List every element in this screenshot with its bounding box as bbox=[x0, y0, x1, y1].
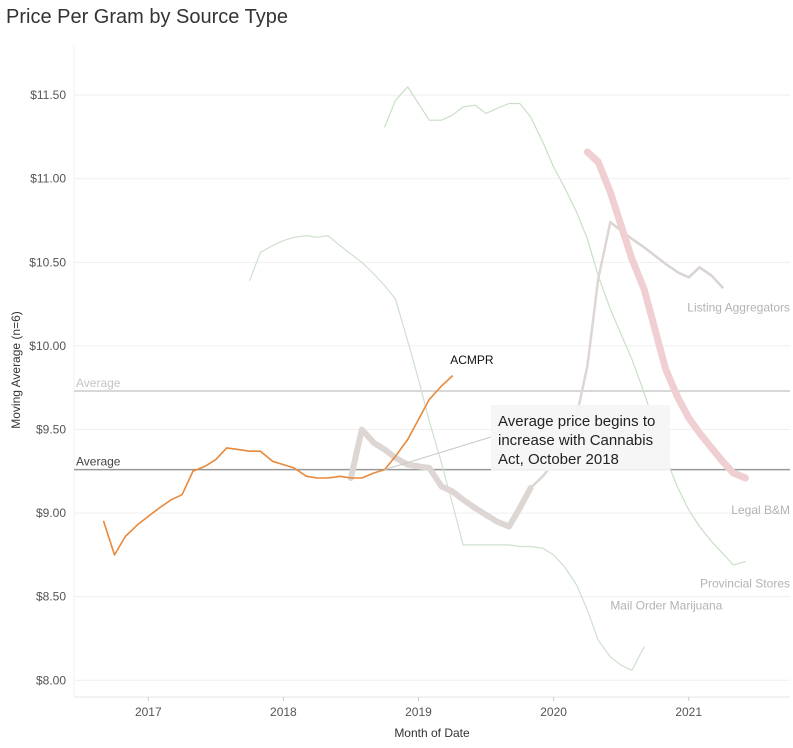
y-axis-title: Moving Average (n=6) bbox=[9, 311, 23, 429]
series-line bbox=[583, 148, 749, 482]
x-axis-title: Month of Date bbox=[394, 726, 470, 740]
series-line bbox=[102, 375, 454, 556]
y-tick-label: $9.50 bbox=[36, 423, 66, 437]
series-line bbox=[609, 220, 724, 289]
annotation-text: Act, October 2018 bbox=[498, 451, 619, 468]
annotation-pointer bbox=[384, 436, 492, 471]
reference-line-label: Average bbox=[76, 376, 121, 390]
series-line bbox=[347, 426, 534, 530]
series-label: Legal B&M bbox=[731, 503, 790, 517]
x-tick-label: 2018 bbox=[270, 705, 297, 719]
y-tick-label: $9.00 bbox=[36, 506, 66, 520]
series-label: ACMPR bbox=[450, 353, 494, 367]
annotation-text: Average price begins to bbox=[498, 413, 655, 430]
x-tick-label: 2017 bbox=[135, 705, 162, 719]
annotation-text: increase with Cannabis bbox=[498, 432, 653, 449]
y-tick-label: $11.50 bbox=[30, 88, 66, 102]
y-tick-label: $8.50 bbox=[36, 590, 66, 604]
series-label: Listing Aggregators bbox=[687, 300, 790, 314]
axes: $8.00 $8.50 $9.00 $9.50 $10.00 $10.50 $11.00 $1… bbox=[9, 45, 790, 740]
series-line bbox=[384, 86, 747, 566]
series-line bbox=[249, 235, 645, 671]
x-tick-label: 2021 bbox=[675, 705, 702, 719]
x-tick-label: 2020 bbox=[540, 705, 567, 719]
series-labels: Provincial Stores Mail Order Marijuana Lis… bbox=[450, 300, 790, 612]
annotations: Average price begins to increase with Can… bbox=[384, 405, 670, 471]
reference-line-label: Average bbox=[76, 455, 121, 469]
y-tick-label: $10.50 bbox=[29, 255, 66, 269]
gridlines bbox=[74, 94, 790, 681]
y-tick-label: $11.00 bbox=[30, 172, 66, 186]
series-lines bbox=[102, 86, 749, 671]
annotation-box bbox=[491, 405, 670, 471]
y-tick-label: $8.00 bbox=[36, 673, 66, 687]
y-tick-label: $10.00 bbox=[29, 339, 66, 353]
chart-title: Price Per Gram by Source Type bbox=[6, 6, 288, 28]
series-label: Mail Order Marijuana bbox=[610, 599, 722, 613]
series-label: Provincial Stores bbox=[700, 577, 790, 591]
x-tick-label: 2019 bbox=[405, 705, 432, 719]
